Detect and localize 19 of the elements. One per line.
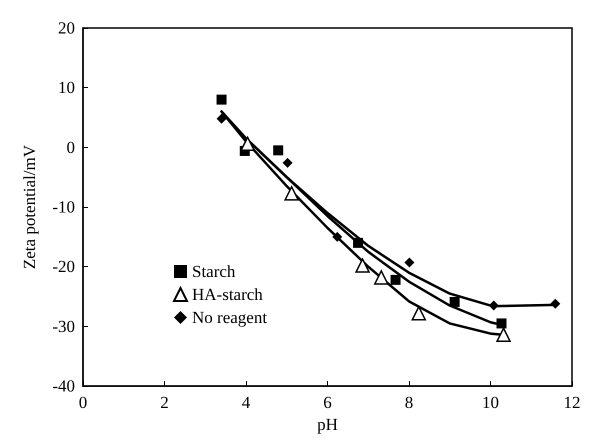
legend-label: Starch	[192, 262, 236, 281]
y-tick-label: -20	[52, 257, 75, 276]
y-tick-label: -30	[52, 316, 75, 336]
legend-label: HA-starch	[192, 285, 264, 304]
x-tick-label: 2	[160, 393, 169, 412]
y-tick-label: -10	[52, 198, 75, 217]
y-tick-label: 10	[58, 78, 75, 98]
legend-label: No reagent	[192, 308, 268, 327]
x-tick-label: 6	[323, 393, 332, 412]
x-tick-label: 12	[564, 393, 580, 412]
y-tick-label: -40	[52, 376, 75, 396]
y-tick-label: 20	[58, 18, 75, 38]
y-tick-label: 0	[66, 138, 75, 157]
x-tick-label: 8	[404, 393, 414, 412]
x-tick-label: 10	[482, 393, 499, 412]
x-axis-title: pH	[317, 415, 338, 434]
x-tick-label: 0	[78, 393, 88, 412]
y-axis-title: Zeta potential/mV	[20, 144, 39, 270]
x-tick-label: 4	[242, 393, 251, 412]
